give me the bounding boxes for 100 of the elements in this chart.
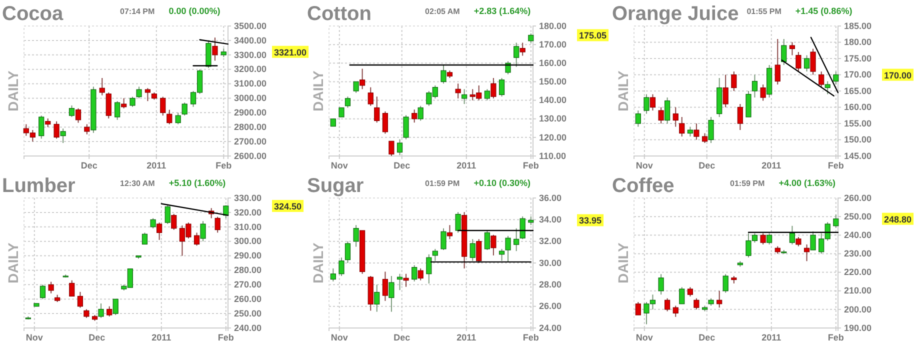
x-tick-label: Nov (330, 332, 348, 342)
candlestick (796, 236, 802, 247)
text: +1.45 (0.86%) (795, 6, 852, 16)
y-tick-label: 30.00 (539, 258, 562, 268)
candlestick (498, 78, 505, 98)
candlestick (446, 224, 453, 240)
candlestick (679, 116, 685, 137)
y-axis-title: DAILY (615, 70, 631, 112)
x-tick-label: Dec (698, 332, 716, 342)
y-axis-title: DAILY (310, 242, 326, 284)
y-tick-label: 155.00 (844, 118, 872, 128)
candlestick (810, 48, 816, 76)
candlestick (344, 96, 351, 108)
chart-title: Coffee (612, 175, 674, 197)
candlestick (353, 224, 359, 248)
y-tick-label: 300.00 (234, 236, 262, 246)
chart-title: Orange Juice (612, 3, 739, 25)
candlestick (330, 268, 336, 282)
candlestick (166, 109, 172, 125)
text: 12:30 AM (120, 179, 156, 188)
candlestick (490, 234, 496, 256)
y-tick-label: 240.00 (844, 230, 872, 240)
y-tick-label: 2600.00 (234, 150, 267, 161)
candlestick (635, 302, 641, 316)
y-tick-label: 3100.00 (234, 78, 267, 89)
candlestick (164, 204, 170, 224)
candlestick (368, 86, 374, 106)
candlestick (818, 71, 824, 88)
candlestick (505, 235, 511, 262)
candlestick (810, 230, 816, 250)
candlestick (382, 110, 388, 134)
y-tick-label: 170.00 (844, 70, 872, 80)
text: 3321.00 (274, 47, 307, 58)
candlestick (160, 96, 166, 116)
text: +5.10 (1.60%) (168, 178, 226, 188)
y-tick-label: 3400.00 (234, 35, 267, 46)
candlestick (760, 84, 766, 102)
candlestick (440, 64, 446, 84)
candlestick (455, 212, 461, 234)
candlestick (68, 104, 75, 118)
chart-title: Cotton (307, 3, 372, 25)
candlestick (514, 42, 520, 68)
candlestick (514, 228, 520, 252)
candlestick (150, 218, 156, 229)
y-tick-label: 140.00 (539, 95, 567, 106)
x-tick-label: Feb (828, 160, 844, 170)
candlestick (766, 232, 772, 245)
candlestick (722, 274, 728, 294)
candlestick (476, 238, 482, 264)
candlestick (687, 126, 694, 137)
candlestick (77, 291, 84, 308)
candlestick (338, 257, 344, 276)
y-tick-label: 165.00 (844, 86, 872, 96)
candlestick (48, 281, 54, 294)
candlestick (781, 38, 787, 66)
candlestick (804, 244, 810, 262)
candlestick (731, 71, 737, 92)
text: 248.80 (884, 214, 912, 224)
candlestick (694, 123, 700, 140)
text: 324.50 (274, 201, 302, 212)
candlestick (84, 124, 90, 135)
x-tick-label: Feb (522, 332, 540, 342)
candlestick (687, 286, 694, 297)
y-tick-label: 190.00 (844, 322, 872, 333)
y-tick-label: 3000.00 (234, 93, 267, 104)
y-tick-label: 330.00 (234, 192, 262, 203)
candlestick (99, 78, 105, 96)
candlestick (650, 94, 656, 111)
x-tick-label: Dec (394, 160, 410, 170)
y-tick-label: 24.00 (539, 322, 562, 333)
y-tick-label: 240.00 (234, 322, 262, 333)
candlestick (206, 40, 212, 68)
x-tick-label: 2011 (762, 160, 782, 170)
candlestick (418, 268, 424, 281)
y-tick-label: 110.00 (539, 150, 566, 161)
candlestick (412, 109, 418, 124)
y-tick-label: 180.00 (844, 37, 872, 48)
text: 175.05 (579, 30, 607, 41)
candlestick (498, 248, 505, 262)
y-tick-label: 200.00 (844, 304, 872, 314)
candlestick (130, 96, 136, 108)
candlestick (374, 284, 380, 312)
chart-title: Lumber (2, 175, 76, 197)
text: 170.00 (884, 70, 912, 80)
y-tick-label: 320.00 (234, 207, 262, 218)
text: +2.83 (1.64%) (474, 6, 531, 16)
text: 01:59 PM (730, 179, 766, 188)
candlestick (824, 80, 830, 95)
x-tick-label: Nov (636, 160, 653, 170)
candlestick (658, 274, 664, 296)
text: 0.00 (0.00%) (168, 6, 220, 16)
candlestick (69, 280, 75, 297)
y-tick-label: 150.00 (539, 76, 567, 87)
candlestick (54, 120, 60, 140)
candlestick (38, 115, 44, 140)
y-tick-label: 185.00 (844, 20, 872, 31)
candlestick (98, 302, 104, 318)
candlestick (484, 88, 490, 101)
candlestick (664, 298, 670, 312)
x-tick-label: Dec (698, 160, 716, 170)
